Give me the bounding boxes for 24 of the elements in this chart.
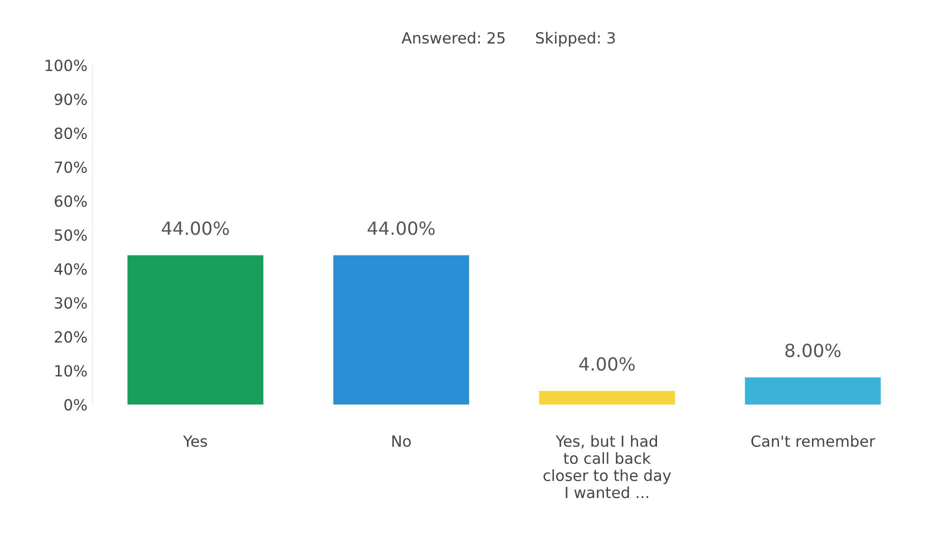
y-tick-label: 80%: [54, 128, 87, 140]
y-tick-label: 60%: [54, 195, 87, 207]
bar: [127, 255, 264, 405]
chart-title: Answered: 25 Skipped: 3: [402, 32, 615, 47]
data-label: 44.00%: [162, 221, 229, 236]
y-tick-label: 30%: [54, 297, 87, 309]
y-tick-label: 40%: [54, 263, 87, 275]
x-tick-label: Can't remember: [751, 435, 876, 447]
data-label: 8.00%: [785, 344, 841, 358]
y-tick-label: 20%: [54, 331, 87, 343]
data-label: 44.00%: [368, 221, 435, 236]
x-tick-label: No: [392, 436, 411, 447]
data-label: 4.00%: [579, 357, 635, 371]
y-tick-label: 70%: [54, 161, 87, 173]
bar: [333, 255, 470, 405]
bar: [539, 390, 675, 405]
x-tick-label: Yes, but I had to call back closer to the day I wanted ...: [544, 435, 671, 498]
y-tick-label: 50%: [54, 229, 87, 241]
y-tick-label: 10%: [55, 365, 87, 377]
y-tick-label: 0%: [64, 399, 87, 411]
y-tick-label: 100%: [46, 60, 87, 72]
x-tick-label: Yes: [183, 436, 207, 447]
y-tick-label: 90%: [54, 94, 87, 106]
bar: [744, 377, 881, 405]
